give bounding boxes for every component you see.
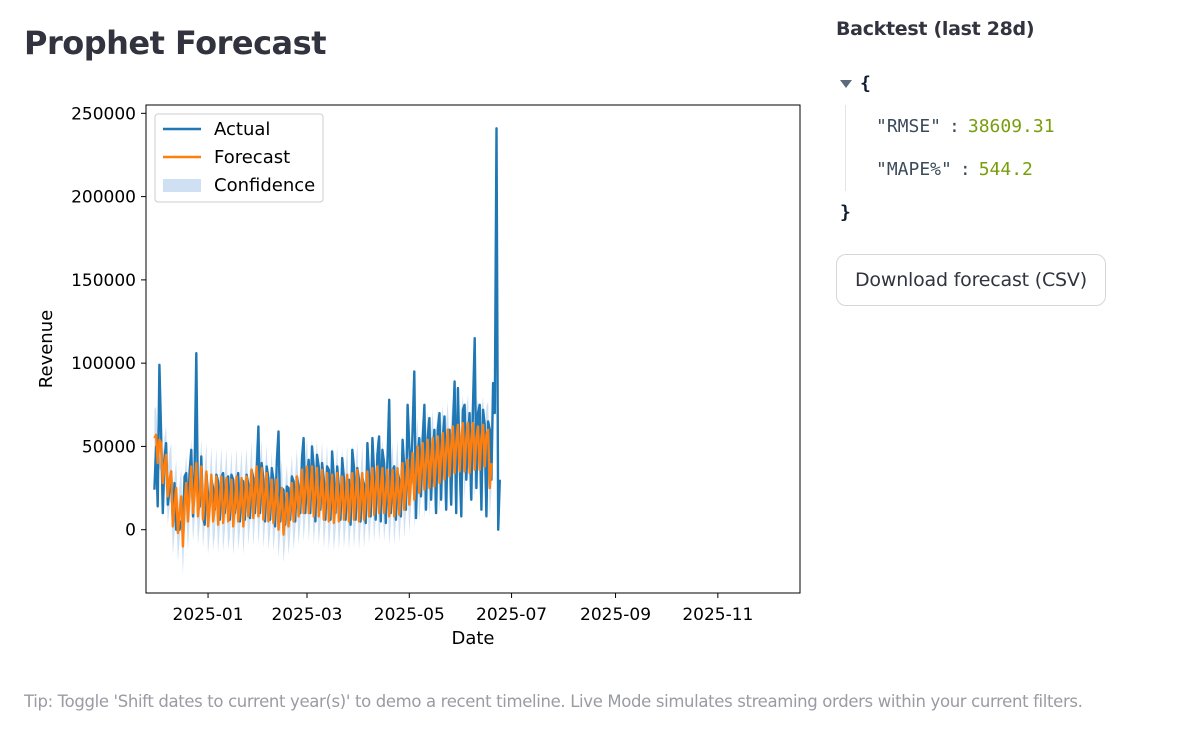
backtest-title: Backtest (last 28d)	[836, 18, 1035, 40]
x-tick-label: 2025-03	[271, 605, 342, 625]
json-entry: "RMSE" : 38609.31	[876, 105, 1166, 148]
legend-label: Confidence	[214, 175, 315, 196]
collapse-triangle-icon[interactable]	[840, 79, 852, 88]
json-value-mape: 544.2	[978, 159, 1033, 180]
series-lines-layer	[153, 127, 501, 548]
legend-label: Forecast	[214, 147, 290, 168]
json-open-brace: {	[860, 73, 871, 94]
json-value-rmse: 38609.31	[967, 116, 1055, 137]
chart-legend: Actual Forecast Confidence	[154, 113, 324, 203]
axis-ticks-layer: 0 50000 100000 150000 200000 250000 2025-01 202…	[71, 104, 753, 625]
forecast-chart-svg: 0 50000 100000 150000 200000 250000 2025-01 202…	[36, 104, 801, 649]
legend-swatch	[163, 179, 201, 192]
plot-frame	[145, 104, 801, 594]
json-colon: :	[959, 159, 971, 180]
y-tick-label: 100000	[71, 354, 136, 374]
y-tick-label: 250000	[71, 104, 136, 124]
download-forecast-button[interactable]: Download forecast (CSV)	[836, 254, 1106, 306]
x-axis-label: Date	[451, 628, 494, 649]
y-tick-label: 50000	[82, 437, 136, 457]
json-body: "RMSE" : 38609.31 "MAPE%" : 544.2	[845, 105, 1166, 191]
forecast-chart: 0 50000 100000 150000 200000 250000 2025-01 202…	[20, 90, 820, 660]
y-tick-label: 200000	[71, 188, 136, 208]
json-close-line: }	[836, 191, 1166, 234]
backtest-panel: Backtest (last 28d) { "RMSE" : 38609.31 …	[836, 18, 1166, 306]
x-tick-label: 2025-11	[682, 605, 753, 625]
y-tick-label: 0	[125, 521, 136, 541]
json-key-mape: "MAPE%"	[876, 159, 952, 180]
forecast-series-line	[153, 421, 493, 548]
y-axis-label: Revenue	[36, 310, 57, 388]
page-title: Prophet Forecast	[24, 24, 326, 62]
tip-caption: Tip: Toggle 'Shift dates to current year…	[24, 692, 1083, 711]
y-tick-label: 150000	[71, 271, 136, 291]
json-viewer: { "RMSE" : 38609.31 "MAPE%" : 544.2 }	[836, 62, 1166, 234]
json-close-brace: }	[840, 202, 851, 223]
legend-label: Actual	[214, 119, 270, 140]
json-open-line: {	[836, 62, 1166, 105]
x-tick-label: 2025-05	[374, 605, 445, 625]
json-colon: :	[949, 116, 960, 137]
x-tick-label: 2025-01	[173, 605, 244, 625]
x-tick-label: 2025-09	[580, 605, 651, 625]
json-key-rmse: "RMSE"	[876, 116, 942, 137]
json-entry: "MAPE%" : 544.2	[876, 148, 1166, 191]
x-tick-label: 2025-07	[476, 605, 547, 625]
